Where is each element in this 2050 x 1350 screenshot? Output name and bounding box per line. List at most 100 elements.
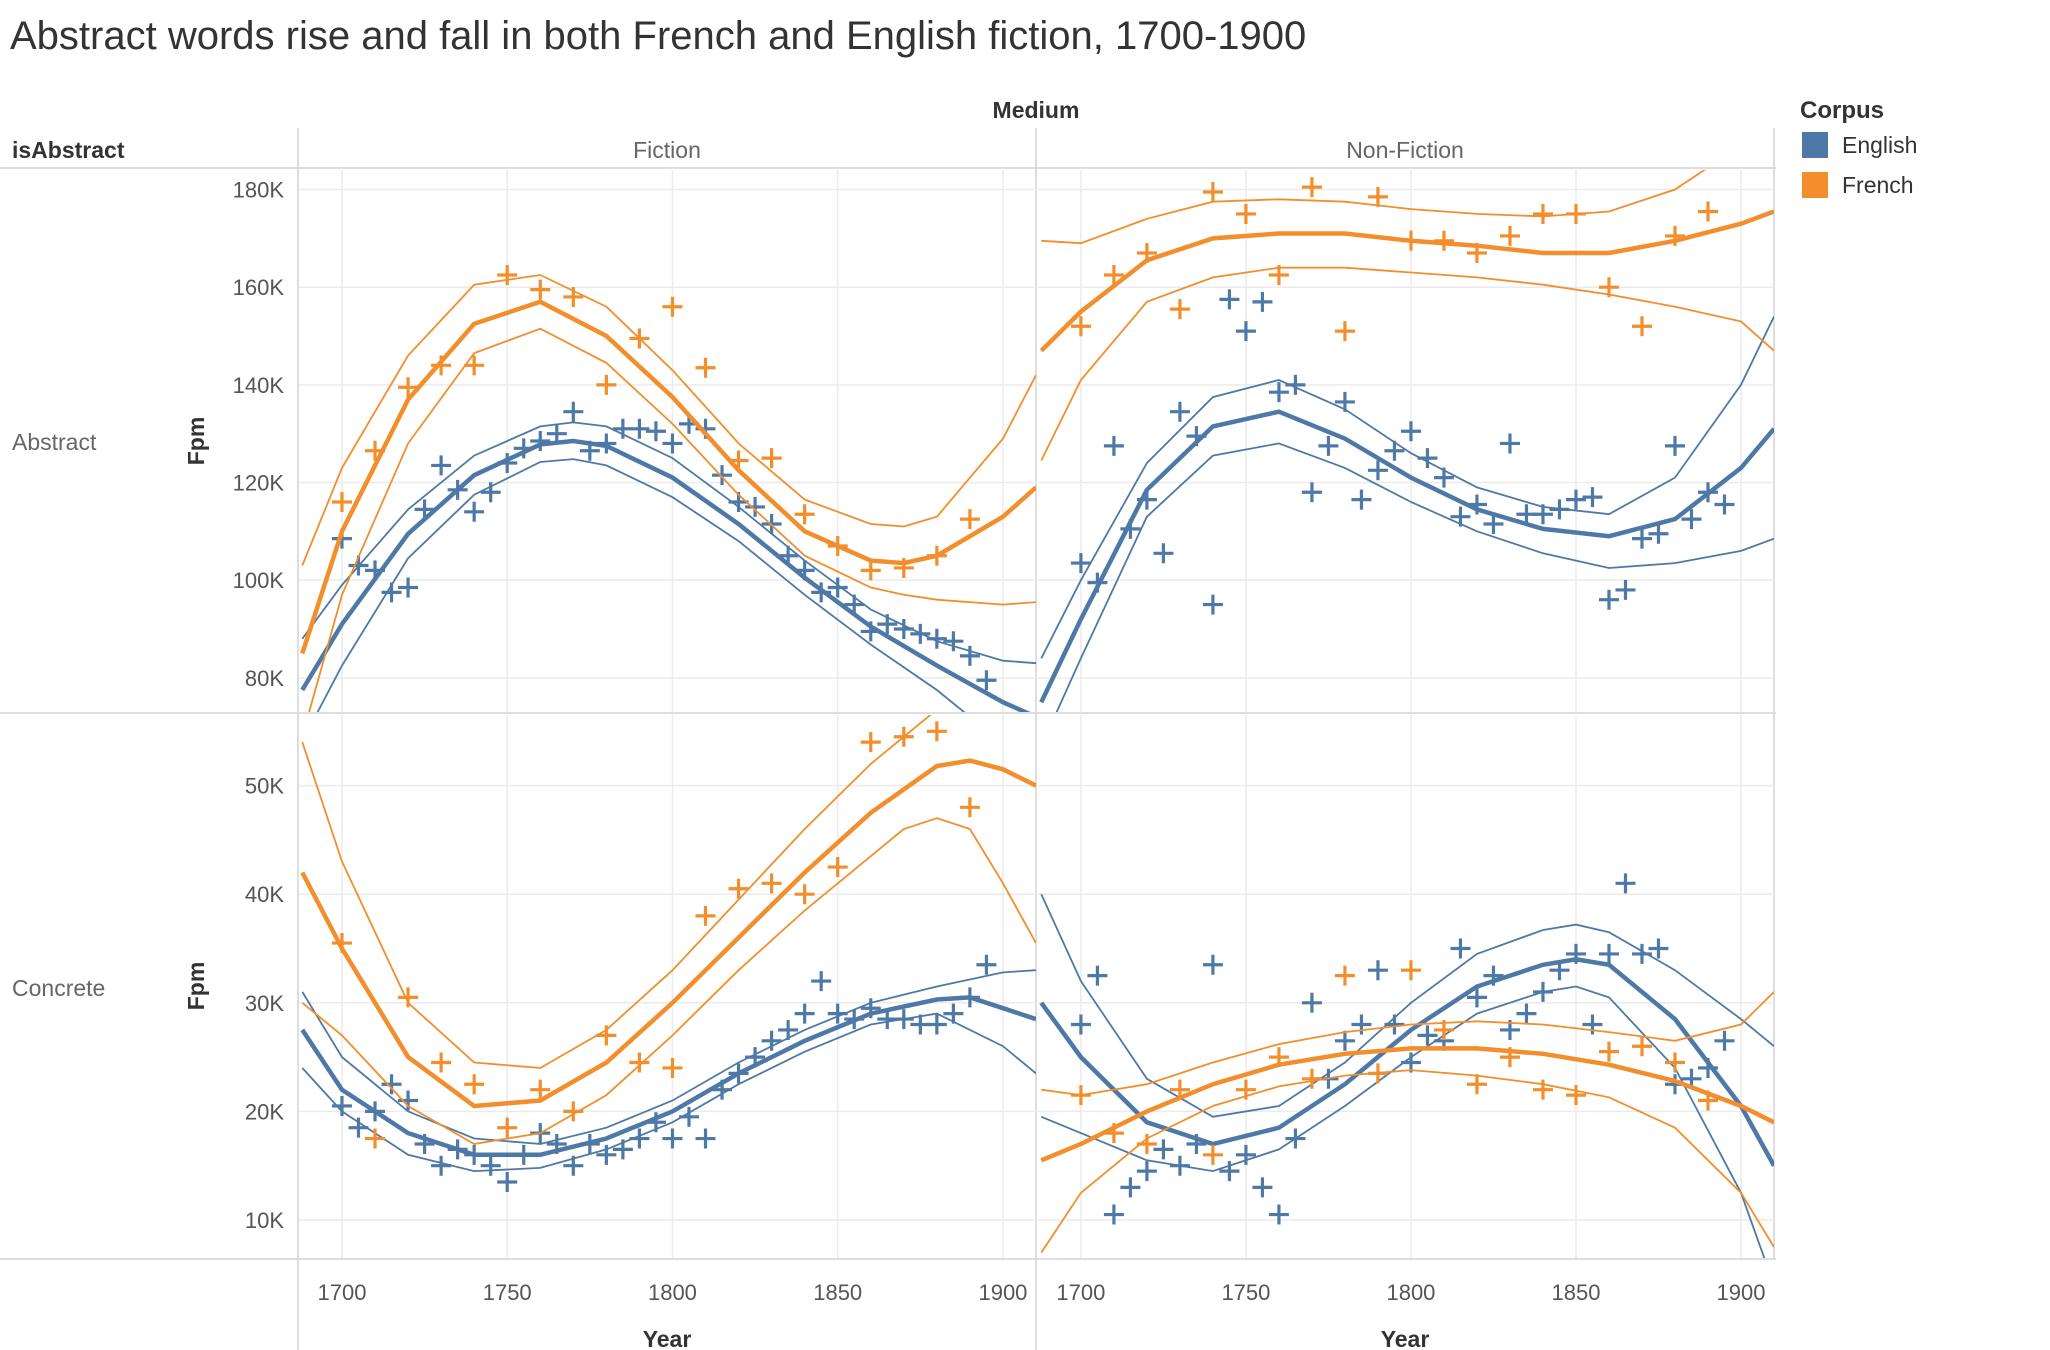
data-point-french[interactable]	[1235, 1079, 1256, 1100]
data-point-french[interactable]	[827, 857, 848, 878]
data-point-english[interactable]	[447, 479, 468, 500]
data-point-french[interactable]	[893, 726, 914, 747]
data-point-french[interactable]	[1367, 1063, 1388, 1084]
data-point-french[interactable]	[497, 1117, 518, 1138]
data-point-french[interactable]	[629, 1052, 650, 1073]
data-point-english[interactable]	[695, 1128, 716, 1149]
data-point-french[interactable]	[794, 884, 815, 905]
data-point-french[interactable]	[331, 933, 352, 954]
data-point-french[interactable]	[761, 873, 782, 894]
data-point-french[interactable]	[596, 1025, 617, 1046]
data-point-french[interactable]	[1499, 225, 1520, 246]
data-point-french[interactable]	[1169, 1079, 1190, 1100]
data-point-english[interactable]	[976, 954, 997, 975]
data-point-english[interactable]	[1367, 460, 1388, 481]
data-point-english[interactable]	[1400, 421, 1421, 442]
data-point-english[interactable]	[1120, 1177, 1141, 1198]
data-point-english[interactable]	[513, 1144, 534, 1165]
data-point-english[interactable]	[827, 1003, 848, 1024]
data-point-english[interactable]	[1697, 1057, 1718, 1078]
data-point-english[interactable]	[844, 594, 865, 615]
data-point-english[interactable]	[629, 418, 650, 439]
data-point-english[interactable]	[645, 1112, 666, 1133]
data-point-english[interactable]	[778, 1019, 799, 1040]
data-point-english[interactable]	[827, 577, 848, 598]
data-point-french[interactable]	[530, 1079, 551, 1100]
data-point-english[interactable]	[381, 582, 402, 603]
data-point-english[interactable]	[1615, 873, 1636, 894]
data-point-english[interactable]	[447, 1139, 468, 1160]
data-point-english[interactable]	[1582, 487, 1603, 508]
data-point-english[interactable]	[1697, 482, 1718, 503]
data-point-english[interactable]	[381, 1074, 402, 1095]
data-point-english[interactable]	[1582, 1014, 1603, 1035]
data-point-english[interactable]	[1103, 435, 1124, 456]
data-point-french[interactable]	[1268, 264, 1289, 285]
data-point-french[interactable]	[596, 374, 617, 395]
data-point-french[interactable]	[860, 732, 881, 753]
data-point-french[interactable]	[1070, 316, 1091, 337]
data-point-english[interactable]	[546, 1133, 567, 1154]
data-point-english[interactable]	[1120, 518, 1141, 539]
data-point-english[interactable]	[1301, 482, 1322, 503]
data-point-french[interactable]	[926, 545, 947, 566]
data-point-french[interactable]	[959, 509, 980, 530]
data-point-english[interactable]	[1202, 954, 1223, 975]
data-point-french[interactable]	[728, 878, 749, 899]
data-point-french[interactable]	[1532, 203, 1553, 224]
data-point-english[interactable]	[1334, 391, 1355, 412]
data-point-french[interactable]	[1631, 1036, 1652, 1057]
data-point-english[interactable]	[1367, 960, 1388, 981]
data-point-french[interactable]	[563, 1101, 584, 1122]
data-point-french[interactable]	[1136, 1133, 1157, 1154]
data-point-english[interactable]	[745, 1047, 766, 1068]
data-point-english[interactable]	[1631, 528, 1652, 549]
data-point-french[interactable]	[893, 557, 914, 578]
data-point-english[interactable]	[1499, 433, 1520, 454]
data-point-english[interactable]	[1334, 1030, 1355, 1051]
data-point-french[interactable]	[530, 279, 551, 300]
data-point-english[interactable]	[1450, 506, 1471, 527]
data-point-french[interactable]	[761, 448, 782, 469]
data-point-french[interactable]	[860, 560, 881, 581]
data-point-english[interactable]	[579, 1133, 600, 1154]
data-point-english[interactable]	[365, 1101, 386, 1122]
data-point-french[interactable]	[926, 721, 947, 742]
data-point-english[interactable]	[926, 628, 947, 649]
data-point-english[interactable]	[1070, 1014, 1091, 1035]
data-point-english[interactable]	[1565, 943, 1586, 964]
data-point-english[interactable]	[662, 1128, 683, 1149]
data-point-french[interactable]	[497, 264, 518, 285]
data-point-english[interactable]	[943, 1003, 964, 1024]
data-point-english[interactable]	[1087, 965, 1108, 986]
data-point-french[interactable]	[1103, 1123, 1124, 1144]
data-point-french[interactable]	[1169, 299, 1190, 320]
data-point-english[interactable]	[1219, 289, 1240, 310]
data-point-english[interactable]	[596, 433, 617, 454]
data-point-english[interactable]	[678, 1106, 699, 1127]
data-point-english[interactable]	[612, 1139, 633, 1160]
data-point-english[interactable]	[365, 560, 386, 581]
data-point-english[interactable]	[1598, 943, 1619, 964]
data-point-english[interactable]	[1136, 1161, 1157, 1182]
legend-label-english[interactable]: English	[1842, 132, 1917, 158]
data-point-english[interactable]	[1169, 1155, 1190, 1176]
data-point-english[interactable]	[431, 1155, 452, 1176]
data-point-english[interactable]	[811, 582, 832, 603]
data-point-french[interactable]	[398, 987, 419, 1008]
data-point-french[interactable]	[1433, 1019, 1454, 1040]
data-point-english[interactable]	[497, 1171, 518, 1192]
data-point-english[interactable]	[1351, 489, 1372, 510]
data-point-english[interactable]	[629, 1128, 650, 1149]
data-point-english[interactable]	[1598, 589, 1619, 610]
data-point-french[interactable]	[728, 450, 749, 471]
data-point-english[interactable]	[1103, 1204, 1124, 1225]
data-point-english[interactable]	[926, 1014, 947, 1035]
data-point-english[interactable]	[1301, 992, 1322, 1013]
data-point-english[interactable]	[563, 1155, 584, 1176]
data-point-french[interactable]	[431, 1052, 452, 1073]
data-point-english[interactable]	[1648, 938, 1669, 959]
data-point-english[interactable]	[1433, 467, 1454, 488]
data-point-english[interactable]	[513, 438, 534, 459]
data-point-english[interactable]	[1235, 321, 1256, 342]
